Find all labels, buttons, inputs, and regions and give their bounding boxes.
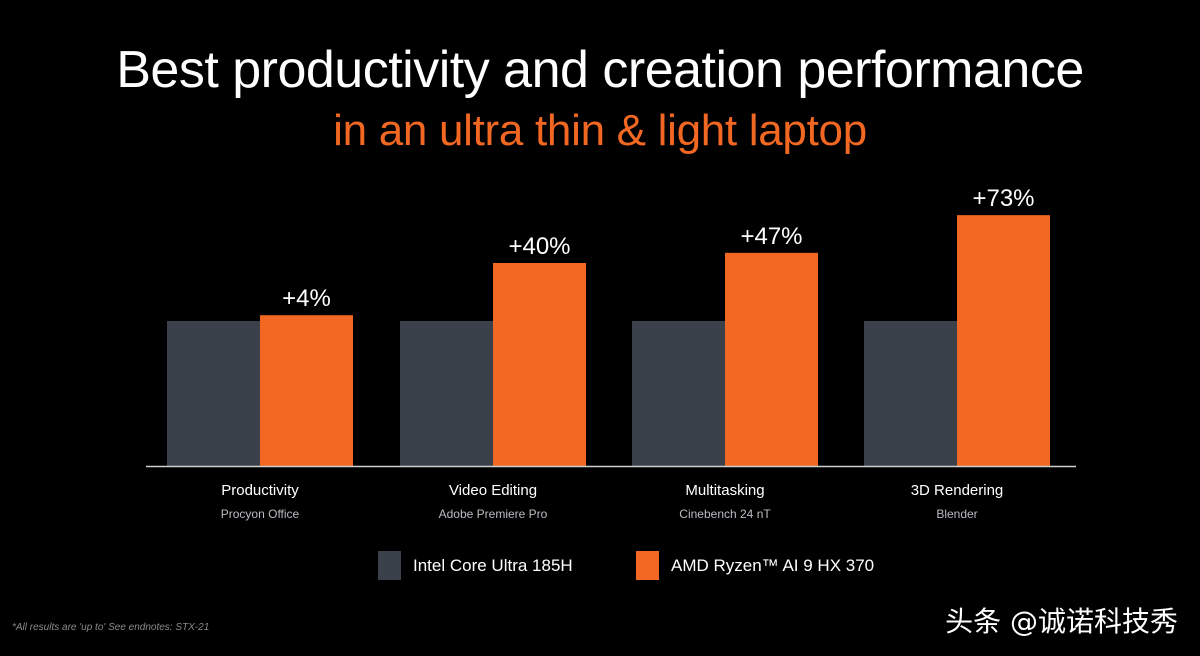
category-label-4: 3D Rendering [911,482,1004,499]
bar-intel-2 [400,321,493,466]
bar-intel-3 [632,321,725,466]
category-sublabel-3: Cinebench 24 nT [679,507,771,521]
legend-swatch-amd [636,551,659,580]
category-sublabel-4: Blender [936,507,977,521]
legend: Intel Core Ultra 185H AMD Ryzen™ AI 9 HX… [0,551,1200,581]
watermark: 头条 @诚诺科技秀 [945,605,1178,638]
category-label-2: Video Editing [449,482,537,499]
slide-subtitle: in an ultra thin & light laptop [333,106,867,155]
category-label-3: Multitasking [685,482,764,499]
legend-swatch-intel [378,551,401,580]
data-label-1: +4% [282,285,331,312]
bar-amd-3 [725,252,818,466]
data-label-4: +73% [972,185,1034,212]
slide-title: Best productivity and creation performan… [116,41,1084,99]
bar-intel-4 [864,321,957,466]
category-sublabel-1: Procyon Office [221,507,300,521]
bar-amd-4 [957,215,1050,466]
legend-label-intel: Intel Core Ultra 185H [413,555,573,575]
legend-label-amd: AMD Ryzen™ AI 9 HX 370 [671,555,875,575]
bar-chart: +4% Productivity Procyon Office +40% Video E… [146,185,1076,521]
data-label-3: +47% [740,223,802,250]
bar-intel-1 [167,321,260,466]
bar-amd-2 [493,263,586,466]
category-label-1: Productivity [221,482,299,499]
legend-item-intel: Intel Core Ultra 185H [378,551,573,580]
data-label-2: +40% [508,233,570,260]
category-sublabel-2: Adobe Premiere Pro [439,507,548,521]
bar-amd-1 [260,315,353,466]
footnote: *All results are 'up to' See endnotes: S… [12,622,210,633]
legend-item-amd: AMD Ryzen™ AI 9 HX 370 [636,551,874,580]
